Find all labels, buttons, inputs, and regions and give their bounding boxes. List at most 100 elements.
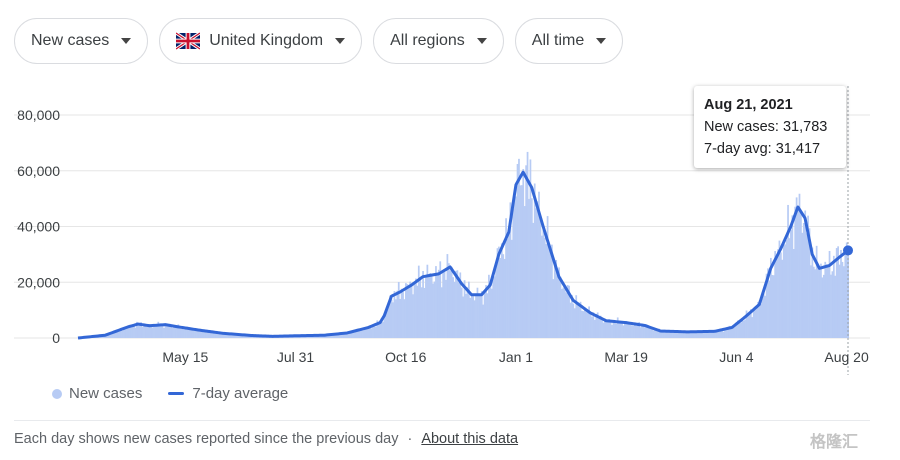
new-cases-bar xyxy=(602,322,605,338)
new-cases-bar xyxy=(115,329,118,338)
new-cases-bar xyxy=(548,246,550,338)
country-dropdown[interactable]: United Kingdom xyxy=(159,18,363,64)
new-cases-bar xyxy=(340,334,343,338)
new-cases-bar xyxy=(725,327,728,338)
new-cases-bar xyxy=(764,295,767,338)
new-cases-bar xyxy=(692,332,695,338)
new-cases-bar xyxy=(410,285,413,338)
new-cases-bar xyxy=(239,334,241,338)
new-cases-bar xyxy=(117,331,120,338)
new-cases-bar xyxy=(214,332,217,338)
new-cases-bar xyxy=(475,294,477,338)
cases-chart[interactable]: 0 20,000 40,000 60,000 80,000 May 15 Jul 31 Oct… xyxy=(0,0,900,380)
new-cases-bar xyxy=(415,278,417,338)
new-cases-bar xyxy=(821,277,824,338)
new-cases-bar xyxy=(399,298,402,338)
new-cases-bar xyxy=(801,232,804,338)
new-cases-bar xyxy=(153,324,155,338)
new-cases-bar xyxy=(731,328,734,338)
new-cases-bar xyxy=(230,333,233,338)
new-cases-bar xyxy=(769,257,772,338)
new-cases-bar xyxy=(552,279,555,338)
new-cases-bar xyxy=(612,320,615,338)
chevron-down-icon xyxy=(121,38,132,44)
new-cases-bar xyxy=(108,333,111,338)
new-cases-bar xyxy=(708,330,711,338)
new-cases-bar xyxy=(173,326,175,338)
new-cases-bar xyxy=(672,332,675,338)
new-cases-bar xyxy=(748,311,751,338)
new-cases-bar xyxy=(562,287,565,338)
new-cases-bar xyxy=(363,328,366,338)
new-cases-bar xyxy=(579,301,582,338)
new-cases-bar xyxy=(609,319,612,338)
metric-dropdown[interactable]: New cases xyxy=(14,18,149,64)
new-cases-bar xyxy=(170,325,173,338)
new-cases-bar xyxy=(490,288,493,338)
new-cases-bar xyxy=(379,323,382,338)
region-dropdown[interactable]: All regions xyxy=(373,18,504,64)
new-cases-legend-dot-icon xyxy=(52,388,62,399)
new-cases-bar xyxy=(666,330,669,338)
new-cases-bar xyxy=(500,243,503,338)
new-cases-bar xyxy=(568,285,570,338)
time-range-dropdown[interactable]: All time xyxy=(514,18,624,64)
y-tick-label: 20,000 xyxy=(17,274,60,290)
new-cases-bar xyxy=(681,333,683,338)
y-tick-label: 40,000 xyxy=(17,219,60,235)
new-cases-bar xyxy=(186,326,188,338)
new-cases-bar xyxy=(675,330,678,338)
new-cases-bar xyxy=(422,271,424,338)
about-data-link[interactable]: About this data xyxy=(421,431,519,447)
new-cases-bar xyxy=(231,334,234,338)
new-cases-bar xyxy=(130,327,132,338)
new-cases-bar xyxy=(397,282,400,338)
seven-day-average-line xyxy=(77,170,849,340)
new-cases-bar xyxy=(566,285,569,338)
new-cases-bar xyxy=(429,273,432,338)
new-cases-bar xyxy=(456,270,459,338)
new-cases-bar xyxy=(812,266,815,338)
new-cases-bar xyxy=(201,330,204,338)
new-cases-bar xyxy=(432,283,434,338)
new-cases-bar xyxy=(515,196,517,338)
new-cases-bar xyxy=(546,216,549,338)
new-cases-bar xyxy=(701,332,704,338)
new-cases-bar xyxy=(352,330,354,338)
new-cases-bar xyxy=(220,333,223,338)
tooltip-date: Aug 21, 2021 xyxy=(704,97,793,113)
new-cases-bar xyxy=(539,218,542,338)
new-cases-bar xyxy=(183,329,185,338)
new-cases-bar xyxy=(605,319,608,338)
new-cases-bar xyxy=(810,265,812,338)
new-cases-bar xyxy=(523,206,526,338)
new-cases-bar xyxy=(396,290,399,338)
new-cases-bar xyxy=(535,208,538,338)
new-cases-bar xyxy=(349,332,351,338)
new-cases-bar xyxy=(218,332,221,338)
new-cases-bar xyxy=(724,328,726,338)
new-cases-bar xyxy=(193,330,195,338)
new-cases-bar xyxy=(506,238,509,338)
new-cases-bar xyxy=(145,325,148,338)
new-cases-bar xyxy=(767,268,769,338)
new-cases-bar xyxy=(757,302,759,338)
new-cases-bar xyxy=(699,330,702,338)
new-cases-bar xyxy=(437,269,440,338)
new-cases-bar xyxy=(661,332,663,338)
new-cases-bar xyxy=(751,317,754,338)
new-cases-bar xyxy=(774,251,777,338)
new-cases-bar xyxy=(492,273,495,338)
new-cases-bar xyxy=(717,329,719,338)
new-cases-bar xyxy=(402,292,404,338)
new-cases-bar xyxy=(745,310,748,338)
new-cases-bar xyxy=(526,151,529,338)
new-cases-bar xyxy=(227,332,230,338)
new-cases-bar xyxy=(619,322,622,338)
new-cases-bar xyxy=(808,228,811,338)
new-cases-bar xyxy=(642,326,645,338)
new-cases-bar xyxy=(118,328,121,338)
new-cases-bar xyxy=(593,319,596,338)
new-cases-bar xyxy=(463,280,466,338)
new-cases-bar xyxy=(595,313,598,338)
